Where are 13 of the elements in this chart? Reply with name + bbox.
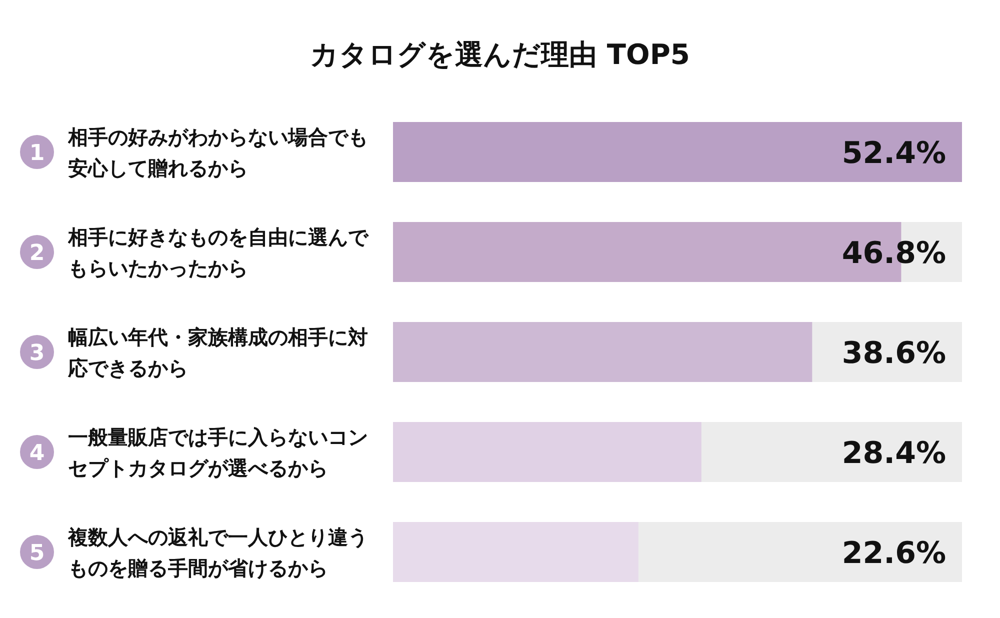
y-tick-label: 幅広い年代・家族構成の相手に対応できるから — [68, 324, 369, 382]
circle-icon: 2 — [20, 235, 54, 269]
y-tick-label: 一般量販店では手に入らないコンセプトカタログが選べるから — [68, 424, 369, 482]
data-label: 28.4% — [842, 436, 946, 471]
data-label: 52.4% — [842, 136, 946, 171]
circle-icon: 3 — [20, 335, 54, 369]
data-label: 22.6% — [842, 536, 946, 571]
circle-icon: 4 — [20, 435, 54, 469]
chart-title: カタログを選んだ理由 TOP5 — [309, 37, 691, 73]
data-label: 46.8% — [842, 236, 946, 271]
circle-icon: 1 — [20, 135, 54, 169]
data-label: 38.6% — [842, 336, 946, 371]
circle-icon: 5 — [20, 535, 54, 569]
